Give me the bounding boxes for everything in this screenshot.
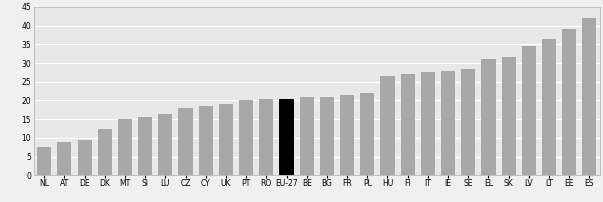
- Bar: [78, 140, 92, 175]
- Bar: [279, 99, 294, 175]
- Bar: [300, 97, 314, 175]
- Bar: [37, 147, 51, 175]
- Bar: [461, 69, 475, 175]
- Bar: [542, 39, 556, 175]
- Bar: [219, 104, 233, 175]
- Bar: [360, 93, 374, 175]
- Bar: [178, 108, 192, 175]
- Bar: [380, 76, 394, 175]
- Bar: [239, 100, 253, 175]
- Bar: [441, 70, 455, 175]
- Bar: [158, 114, 172, 175]
- Bar: [481, 59, 496, 175]
- Bar: [421, 73, 435, 175]
- Bar: [320, 97, 334, 175]
- Bar: [340, 95, 354, 175]
- Bar: [522, 46, 536, 175]
- Bar: [118, 119, 132, 175]
- Bar: [57, 142, 71, 175]
- Bar: [98, 128, 112, 175]
- Bar: [582, 18, 596, 175]
- Bar: [400, 74, 415, 175]
- Bar: [502, 57, 516, 175]
- Bar: [259, 99, 273, 175]
- Bar: [562, 29, 576, 175]
- Bar: [138, 117, 152, 175]
- Bar: [198, 106, 213, 175]
